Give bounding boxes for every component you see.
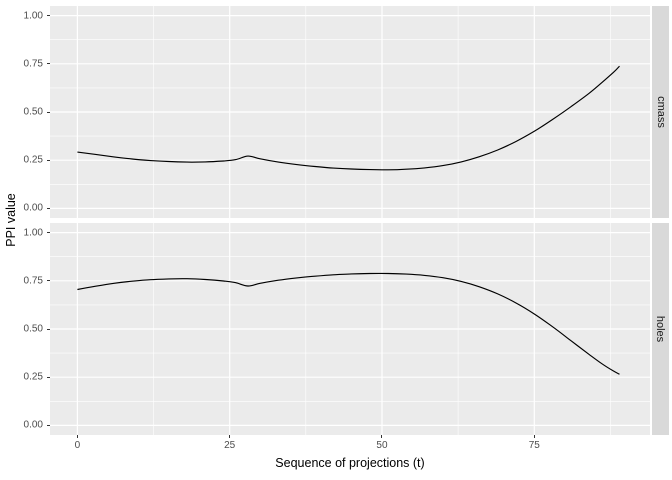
y-tick-label: 1.00	[23, 227, 43, 239]
y-tick-mark	[47, 328, 50, 330]
y-axis-title: PPI value	[4, 193, 18, 247]
facet-panel-cmass	[50, 6, 650, 218]
facet-strip-holes: holes	[652, 223, 669, 435]
line-holes	[77, 272, 620, 375]
facet-strip-label: cmass	[654, 96, 667, 128]
x-tick-mark	[381, 435, 383, 438]
y-tick-mark	[47, 280, 50, 282]
y-tick-label: 0.25	[23, 154, 43, 166]
facet-strip-cmass: cmass	[652, 6, 669, 218]
y-tick-label: 0.25	[23, 371, 43, 383]
x-tick-label: 75	[528, 440, 540, 451]
facet-strip-label: holes	[654, 315, 667, 343]
x-tick-mark	[76, 435, 78, 438]
y-tick-label: 0.75	[23, 58, 43, 70]
x-tick-label: 50	[376, 440, 388, 451]
y-tick-label: 0.00	[23, 202, 43, 214]
line-cmass	[77, 65, 620, 171]
y-tick-mark	[47, 376, 50, 378]
y-tick-label: 1.00	[23, 10, 43, 22]
x-tick-mark	[229, 435, 231, 438]
facet-panel-holes	[50, 223, 650, 435]
y-tick-mark	[47, 159, 50, 161]
facet-row-cmass	[50, 6, 672, 218]
y-tick-mark	[47, 111, 50, 113]
facet-row-holes	[50, 223, 672, 435]
y-tick-label: 0.75	[23, 275, 43, 287]
y-tick-mark	[47, 15, 50, 17]
x-axis-title: Sequence of projections (t)	[275, 456, 425, 470]
y-tick-mark	[47, 63, 50, 65]
x-tick-label: 0	[74, 440, 81, 451]
y-tick-mark	[47, 232, 50, 234]
y-tick-label: 0.00	[23, 419, 43, 431]
y-tick-label: 0.50	[23, 106, 43, 118]
y-tick-mark	[47, 207, 50, 209]
x-tick-mark	[533, 435, 535, 438]
x-tick-label: 25	[224, 440, 236, 451]
y-tick-mark	[47, 424, 50, 426]
y-tick-label: 0.50	[23, 323, 43, 335]
